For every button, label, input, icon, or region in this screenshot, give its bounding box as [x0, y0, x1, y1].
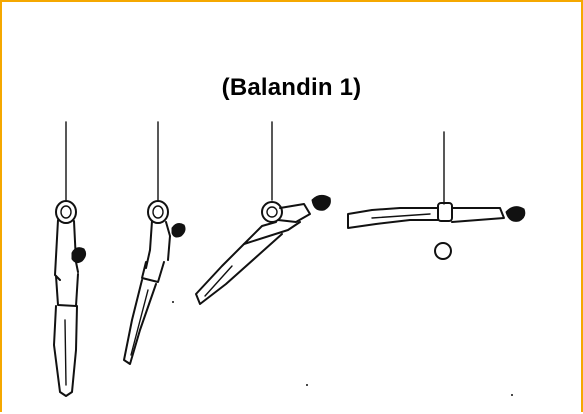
body-legs-4 — [347, 207, 439, 229]
torso-1 — [55, 273, 79, 307]
ring-1 — [55, 200, 77, 224]
arms-3 — [277, 203, 311, 223]
legs-2 — [123, 279, 157, 365]
arms-4 — [451, 207, 505, 223]
ring-4 — [437, 202, 453, 222]
figure-1-hang — [53, 121, 87, 397]
ring-2 — [147, 200, 169, 224]
head-4 — [505, 206, 526, 222]
figure-3-lever-rise — [195, 121, 331, 305]
figure-2-swing — [123, 121, 186, 365]
legs-3 — [195, 233, 283, 305]
arms-2 — [145, 220, 171, 269]
torso-3 — [243, 221, 301, 245]
figure-4-horizontal-lever — [347, 131, 526, 260]
head-1 — [71, 247, 87, 264]
head-2 — [171, 223, 186, 238]
diagram-title: (Balandin 1) — [221, 74, 362, 101]
legs-1 — [53, 305, 78, 397]
stray-marks — [172, 301, 513, 396]
torso-2 — [141, 261, 165, 283]
ring-4-lower — [434, 242, 452, 260]
ring-3 — [261, 201, 283, 223]
head-3 — [311, 194, 331, 211]
